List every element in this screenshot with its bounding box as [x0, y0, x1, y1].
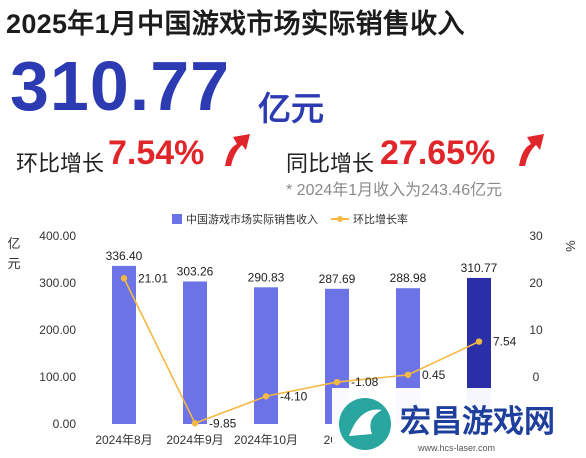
revenue-bar-value-label: 287.69 — [319, 272, 356, 286]
growth-rate-value-label: -9.85 — [209, 416, 237, 430]
growth-rate-line — [123, 277, 480, 425]
page-title: 2025年1月中国游戏市场实际销售收入 — [6, 9, 465, 39]
revenue-bar-value-label: 290.83 — [248, 270, 285, 284]
watermark-text: 宏昌游戏网 — [400, 404, 555, 439]
growth-rate-value-label: 0.45 — [422, 368, 446, 382]
growth-rate-point — [262, 393, 270, 400]
growth-rate-value-label: -1.08 — [351, 375, 379, 389]
right-axis-tick-label: 20 — [529, 276, 543, 290]
headline-revenue-unit: 亿元 — [258, 90, 324, 127]
growth-rate-value-label: 21.01 — [138, 271, 168, 285]
growth-rate-point — [333, 378, 341, 386]
mom-growth-label: 环比增长 — [16, 151, 105, 176]
revenue-bar — [254, 287, 278, 424]
category-label: 2024年9月 — [166, 433, 223, 447]
revenue-bar-value-label: 288.98 — [390, 271, 427, 285]
left-axis-unit-char: 亿 — [7, 236, 20, 251]
revenue-bar — [112, 265, 136, 424]
right-axis-tick-label: 0 — [533, 370, 540, 384]
headline-revenue-value: 310.77 — [10, 47, 231, 125]
growth-rate-point — [475, 338, 483, 345]
legend-bar-label: 中国游戏市场实际销售收入 — [186, 212, 318, 226]
revenue-bar — [183, 281, 207, 424]
right-axis-tick-label: 30 — [529, 229, 543, 243]
legend-line-label: 环比增长率 — [353, 212, 408, 226]
growth-rate-value-label: 7.54 — [493, 335, 517, 349]
legend-bar-swatch — [172, 214, 182, 224]
right-axis-unit: % — [563, 240, 578, 252]
left-axis-tick-label: 0.00 — [53, 417, 77, 431]
growth-rate-point — [120, 275, 128, 282]
growth-rate-value-label: -4.10 — [280, 389, 308, 403]
legend-line-marker — [337, 216, 343, 222]
right-axis-tick-label: 10 — [529, 323, 543, 337]
revenue-chart: 中国游戏市场实际销售收入 环比增长率亿元%400.00300.00200.0010… — [7, 212, 586, 458]
mom-growth-value: 7.54% — [108, 134, 205, 172]
category-label: 2024年8月 — [95, 433, 152, 447]
yoy-growth-label: 同比增长 — [286, 151, 375, 176]
yoy-growth-value: 27.65% — [380, 134, 496, 172]
footnote: * 2024年1月收入为243.46亿元 — [286, 182, 503, 199]
left-axis-tick-label: 200.00 — [39, 323, 76, 337]
watermark-logo-swoosh-icon — [349, 409, 382, 436]
revenue-bar-value-label: 310.77 — [461, 261, 498, 275]
left-axis-tick-label: 300.00 — [39, 276, 76, 290]
left-axis-tick-label: 100.00 — [39, 370, 76, 384]
yoy-up-arrow-icon — [519, 134, 544, 166]
growth-rate-point — [404, 371, 412, 379]
left-axis-tick-label: 400.00 — [39, 229, 76, 243]
watermark-url: www.hcs-laser.com — [417, 443, 495, 453]
revenue-bar-value-label: 336.40 — [106, 249, 143, 263]
left-axis-unit-char: 元 — [7, 256, 20, 271]
growth-rate-point — [191, 420, 199, 427]
mom-up-arrow-icon — [225, 134, 250, 166]
category-label: 2024年10月 — [234, 433, 298, 447]
revenue-bar-value-label: 303.26 — [177, 264, 214, 278]
